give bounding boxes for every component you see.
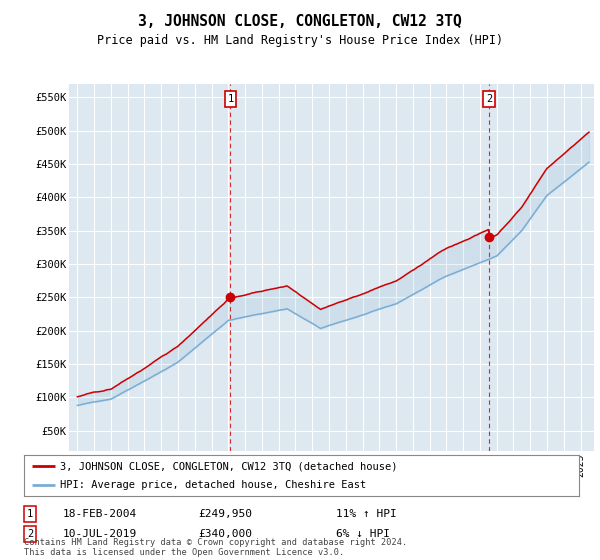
Text: Price paid vs. HM Land Registry's House Price Index (HPI): Price paid vs. HM Land Registry's House …: [97, 34, 503, 46]
Text: 10-JUL-2019: 10-JUL-2019: [63, 529, 137, 539]
Text: 1: 1: [27, 509, 33, 519]
Text: 6% ↓ HPI: 6% ↓ HPI: [336, 529, 390, 539]
Text: 2: 2: [27, 529, 33, 539]
Text: 2: 2: [486, 94, 492, 104]
Text: 1: 1: [227, 94, 233, 104]
Text: 3, JOHNSON CLOSE, CONGLETON, CW12 3TQ: 3, JOHNSON CLOSE, CONGLETON, CW12 3TQ: [138, 14, 462, 29]
Text: £249,950: £249,950: [198, 509, 252, 519]
Text: £340,000: £340,000: [198, 529, 252, 539]
Text: Contains HM Land Registry data © Crown copyright and database right 2024.
This d: Contains HM Land Registry data © Crown c…: [24, 538, 407, 557]
Text: HPI: Average price, detached house, Cheshire East: HPI: Average price, detached house, Ches…: [60, 480, 367, 489]
Text: 11% ↑ HPI: 11% ↑ HPI: [336, 509, 397, 519]
Text: 18-FEB-2004: 18-FEB-2004: [63, 509, 137, 519]
Text: 3, JOHNSON CLOSE, CONGLETON, CW12 3TQ (detached house): 3, JOHNSON CLOSE, CONGLETON, CW12 3TQ (d…: [60, 461, 398, 471]
